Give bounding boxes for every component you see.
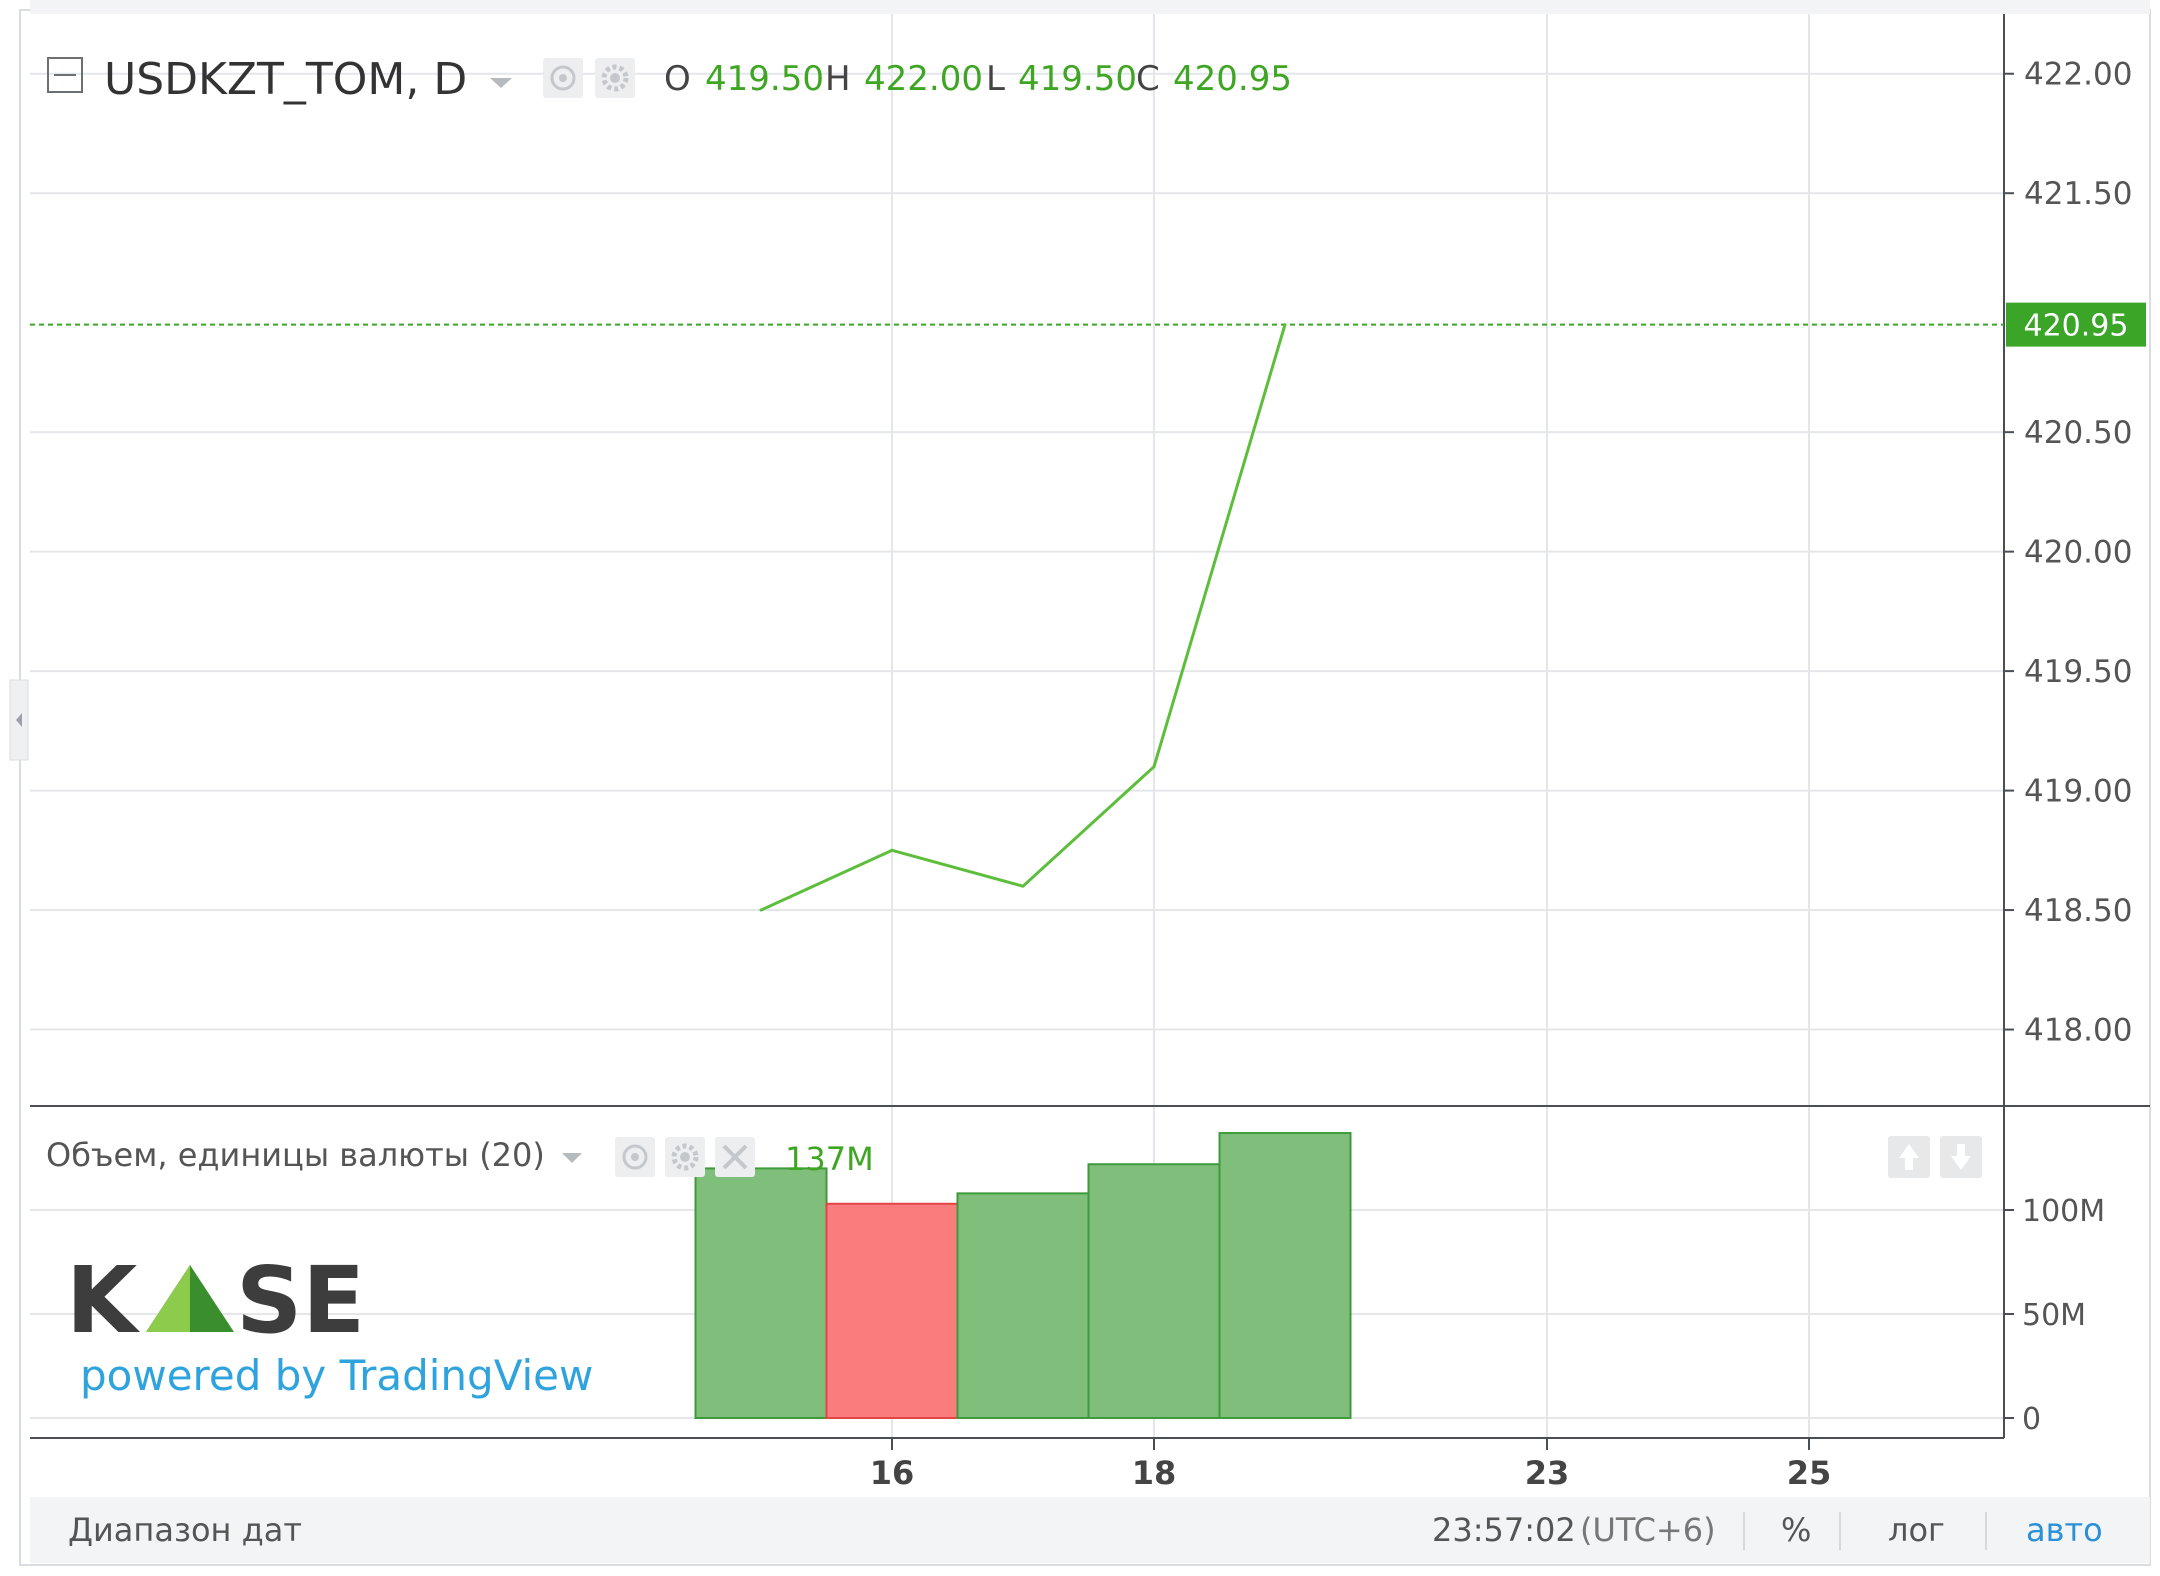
price-tick-label: 418.50 <box>2024 893 2132 929</box>
collapse-arrow-icon <box>16 713 22 727</box>
log-scale-toggle[interactable]: лог <box>1888 1511 1945 1549</box>
price-point <box>759 908 763 912</box>
volume-axis[interactable]: 100M 50M 0 <box>2004 1194 2105 1437</box>
close-icon[interactable] <box>715 1137 755 1177</box>
powered-by: powered by TradingView <box>80 1351 593 1400</box>
kase-logo-se: SE <box>236 1247 365 1354</box>
last-price-badge <box>2006 302 2146 347</box>
low-value: 419.50 <box>1018 59 1137 99</box>
ohlc-values: O 419.50 H 422.00 L 419.50 C 420.95 <box>664 59 1292 99</box>
series-legend[interactable]: USDKZT_TOM, D O 419.50 H 422.00 L 419.50… <box>47 54 1292 105</box>
price-tick-label: 422.00 <box>2024 57 2132 93</box>
price-tick-label: 419.50 <box>2024 654 2132 690</box>
volume-tick-label: 100M <box>2022 1194 2105 1229</box>
price-tick-label: 418.00 <box>2024 1013 2132 1049</box>
volume-bar <box>1087 1163 1221 1419</box>
open-label: O <box>664 59 691 99</box>
volume-title: Объем, единицы валюты (20) <box>46 1136 545 1174</box>
high-label: H <box>825 59 851 99</box>
kase-logo: K SE powered by TradingView <box>66 1247 593 1400</box>
volume-bar <box>956 1192 1090 1419</box>
price-tick-label: 419.00 <box>2024 774 2132 810</box>
last-price-label: 420.95 <box>2024 309 2129 344</box>
volume-bar <box>1218 1132 1352 1420</box>
kase-logo-k: K <box>66 1247 141 1354</box>
move-pane-down-icon[interactable] <box>1940 1136 1982 1178</box>
price-axis[interactable]: 422.00 421.50 420.50 420.00 419.50 419.00 418.… <box>2004 57 2132 1049</box>
symbol-title: USDKZT_TOM, D <box>104 54 467 105</box>
percent-scale-toggle[interactable]: % <box>1781 1511 1811 1549</box>
high-value: 422.00 <box>864 59 983 99</box>
price-tick-label: 421.50 <box>2024 176 2132 212</box>
price-point <box>1283 323 1287 327</box>
time-tick-label: 16 <box>870 1454 915 1492</box>
move-pane-up-icon[interactable] <box>1888 1136 1930 1178</box>
volume-legend[interactable]: Объем, единицы валюты (20) 137M <box>46 1136 874 1178</box>
top-toolbar-strip <box>30 0 2150 14</box>
low-label: L <box>986 59 1005 99</box>
price-tick-label: 420.00 <box>2024 535 2132 571</box>
time-tick-label: 23 <box>1525 1454 1570 1492</box>
chevron-down-icon[interactable] <box>490 78 512 88</box>
volume-tick-label: 0 <box>2022 1402 2041 1437</box>
time-tick-label: 18 <box>1132 1454 1177 1492</box>
price-tick-label: 420.50 <box>2024 415 2132 451</box>
collapse-legend-icon[interactable] <box>47 57 83 93</box>
clock-timezone[interactable]: (UTC+6) <box>1580 1511 1716 1549</box>
gear-icon[interactable] <box>665 1137 705 1177</box>
clock-time: 23:57:02 <box>1432 1511 1576 1549</box>
time-tick-label: 25 <box>1787 1454 1832 1492</box>
close-label: C <box>1136 59 1160 99</box>
gear-icon[interactable] <box>595 58 635 98</box>
volume-bar <box>825 1202 959 1420</box>
volume-bars <box>694 1132 1352 1420</box>
volume-tick-label: 50M <box>2022 1298 2086 1333</box>
date-range-button[interactable]: Диапазон дат <box>68 1511 302 1549</box>
price-points <box>759 323 1287 912</box>
volume-value: 137M <box>785 1140 874 1178</box>
kase-logo-triangle <box>146 1265 234 1332</box>
bottom-toolbar <box>30 1497 2150 1563</box>
price-point <box>1021 884 1025 888</box>
price-point <box>890 848 894 852</box>
chevron-down-icon[interactable] <box>562 1153 582 1163</box>
auto-scale-toggle[interactable]: авто <box>2026 1511 2103 1549</box>
eye-icon[interactable] <box>543 58 583 98</box>
volume-bar <box>694 1167 828 1420</box>
price-point <box>1152 765 1156 769</box>
eye-icon[interactable] <box>615 1137 655 1177</box>
time-axis[interactable]: 16 18 23 25 <box>870 1438 1832 1492</box>
price-grid <box>30 72 2004 1031</box>
close-value: 420.95 <box>1173 59 1292 99</box>
open-value: 419.50 <box>705 59 824 99</box>
